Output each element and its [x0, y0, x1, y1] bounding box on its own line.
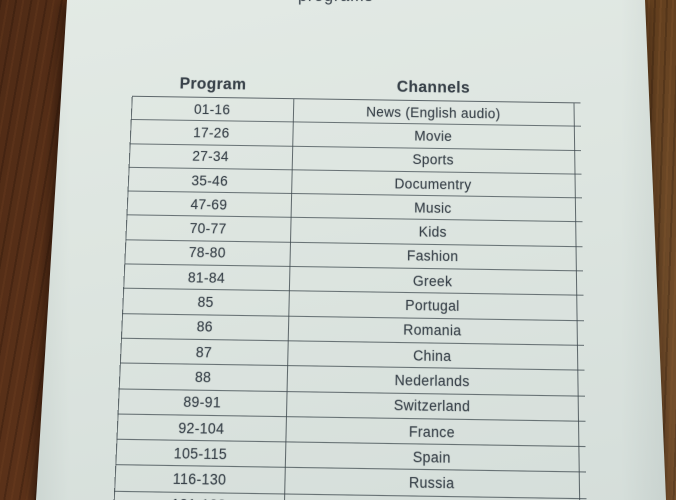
program-cell: 86 — [196, 318, 214, 336]
program-cell: 78-80 — [188, 244, 226, 262]
program-cell: 35-46 — [191, 172, 229, 189]
program-cell: 88 — [194, 368, 212, 386]
partial-top-text: programs — [298, 0, 374, 6]
table-body: 01-16 News (English audio) 17-26 Movie 2… — [111, 95, 588, 500]
channel-cell: Greek — [412, 272, 453, 290]
channel-cell: China — [413, 347, 452, 364]
channel-cell: Movie — [414, 128, 453, 145]
program-cell: 01-16 — [193, 101, 231, 118]
program-cell: 70-77 — [189, 220, 227, 237]
program-cell: 27-34 — [192, 148, 230, 165]
channel-cell: Switzerland — [393, 397, 471, 415]
program-cell: 81-84 — [187, 269, 226, 286]
program-cell: 116-130 — [172, 470, 227, 489]
column-header-channels: Channels — [396, 78, 471, 97]
program-cell: 17-26 — [192, 124, 230, 141]
channel-cell: Spain — [412, 448, 451, 466]
column-header-program: Program — [179, 75, 247, 94]
program-cell: 87 — [195, 343, 213, 361]
program-cell: 85 — [197, 294, 214, 311]
program-cell: 89-91 — [183, 393, 222, 411]
program-cell: 105-115 — [173, 444, 228, 463]
channel-cell: News (English audio) — [366, 103, 501, 122]
channel-cell: Romania — [403, 322, 462, 339]
program-cell: 47-69 — [190, 196, 228, 213]
channel-cell: Nederlands — [394, 371, 470, 390]
channel-cell: Fashion — [406, 248, 459, 265]
channel-cell: Documentry — [394, 175, 472, 193]
channel-cell: Kids — [418, 224, 447, 241]
channel-cell: Music — [414, 199, 452, 216]
channel-cell: Russia — [408, 474, 455, 492]
program-cell: 92-104 — [178, 419, 225, 437]
channel-cell: Sports — [412, 151, 454, 168]
channel-cell: France — [408, 422, 455, 441]
channel-cell: Portugal — [405, 297, 460, 315]
channel-table: Program Channels 01-16 News (English aud… — [111, 67, 588, 500]
